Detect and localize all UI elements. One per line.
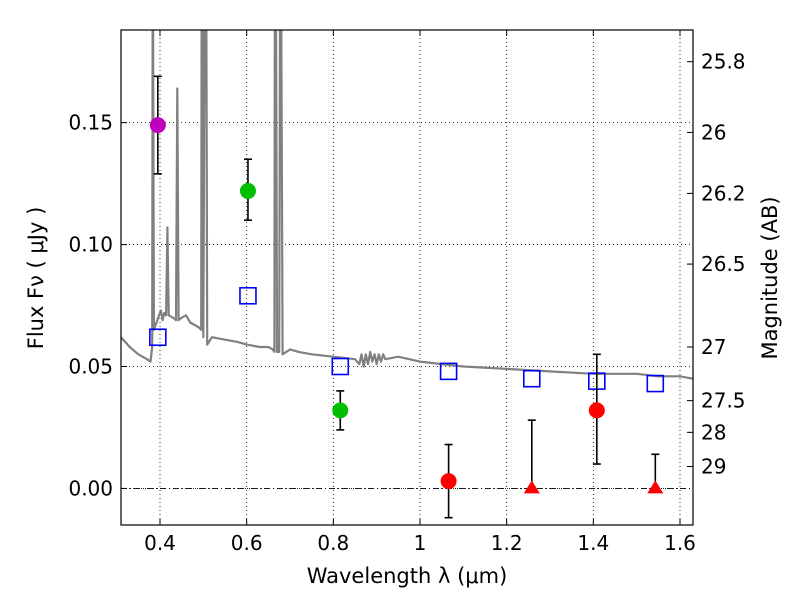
- mag-tick-label: 26.2: [701, 181, 746, 205]
- x-tick-label: 1.4: [577, 531, 609, 555]
- observed-point: [239, 182, 256, 199]
- x-tick-label: 0.8: [317, 531, 349, 555]
- y-tick-label: 0.00: [68, 476, 113, 500]
- tick-layer: 0.4 0.6 0.8 1 1.2 1.4 1.6 0.00 0.05 0.10 0.15 25.8 2…: [68, 30, 746, 555]
- observed-point: [149, 117, 166, 134]
- data-layer: [121, 30, 693, 519]
- model-square: [331, 357, 350, 376]
- sed-model-line: [121, 30, 693, 380]
- x-tick-label: 1: [414, 531, 427, 555]
- mag-tick-label: 26: [701, 120, 726, 144]
- model-square: [239, 286, 257, 305]
- model-square: [439, 362, 458, 381]
- x-tick-label: 0.6: [231, 531, 263, 555]
- y-tick-label: 0.10: [68, 233, 113, 257]
- mag-tick-label: 25.8: [701, 50, 746, 74]
- observed-point: [440, 473, 457, 490]
- plot-frame: [120, 29, 694, 526]
- x-axis-label: Wavelength λ (μm): [307, 564, 508, 588]
- x-tick-label: 0.4: [144, 531, 176, 555]
- model-square: [522, 369, 541, 388]
- mag-tick-label: 28: [701, 420, 726, 444]
- x-tick-label: 1.2: [491, 531, 523, 555]
- grid-layer: [121, 30, 693, 525]
- mag-tick-label: 29: [701, 454, 726, 478]
- model-square: [149, 328, 167, 347]
- upper-limit-triangle: [647, 480, 664, 494]
- upper-limit-triangle: [523, 480, 540, 494]
- mag-tick-label: 27: [701, 335, 726, 359]
- y-axis-label: Flux Fν ( μJy ): [24, 207, 48, 350]
- y-right-axis-label: Magnitude (AB): [758, 196, 782, 359]
- model-square: [646, 374, 665, 393]
- observed-point: [332, 402, 349, 419]
- mag-tick-label: 27.5: [701, 389, 746, 413]
- y-tick-label: 0.15: [68, 111, 113, 135]
- mag-tick-label: 26.5: [701, 252, 746, 276]
- plot-background: [121, 30, 693, 525]
- y-tick-label: 0.05: [68, 355, 113, 379]
- x-tick-label: 1.6: [664, 531, 696, 555]
- observed-point: [588, 402, 605, 419]
